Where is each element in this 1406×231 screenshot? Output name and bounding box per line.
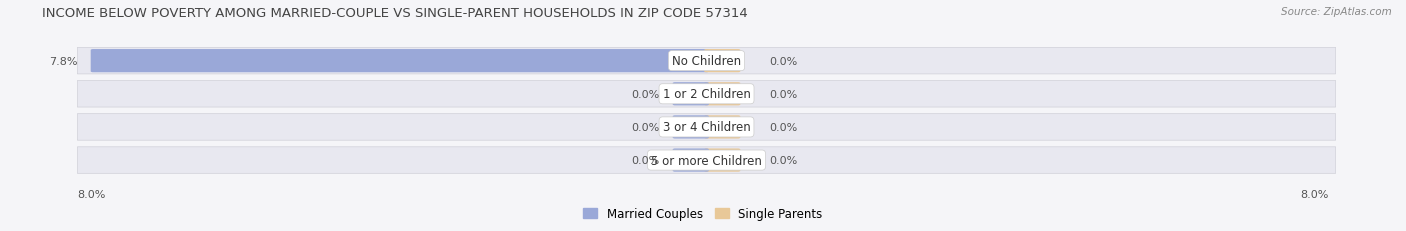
FancyBboxPatch shape bbox=[77, 147, 1336, 173]
Text: 0.0%: 0.0% bbox=[769, 155, 797, 165]
FancyBboxPatch shape bbox=[704, 149, 741, 172]
Text: 1 or 2 Children: 1 or 2 Children bbox=[662, 88, 751, 101]
Text: 0.0%: 0.0% bbox=[631, 155, 659, 165]
Text: Source: ZipAtlas.com: Source: ZipAtlas.com bbox=[1281, 7, 1392, 17]
Text: 0.0%: 0.0% bbox=[769, 89, 797, 99]
Text: 8.0%: 8.0% bbox=[1301, 189, 1329, 199]
Text: 3 or 4 Children: 3 or 4 Children bbox=[662, 121, 751, 134]
FancyBboxPatch shape bbox=[672, 116, 709, 139]
Text: 0.0%: 0.0% bbox=[769, 122, 797, 132]
FancyBboxPatch shape bbox=[77, 48, 1336, 75]
Text: No Children: No Children bbox=[672, 55, 741, 68]
FancyBboxPatch shape bbox=[77, 81, 1336, 108]
FancyBboxPatch shape bbox=[704, 50, 741, 73]
FancyBboxPatch shape bbox=[704, 116, 741, 139]
FancyBboxPatch shape bbox=[672, 83, 709, 106]
Text: INCOME BELOW POVERTY AMONG MARRIED-COUPLE VS SINGLE-PARENT HOUSEHOLDS IN ZIP COD: INCOME BELOW POVERTY AMONG MARRIED-COUPL… bbox=[42, 7, 748, 20]
Legend: Married Couples, Single Parents: Married Couples, Single Parents bbox=[579, 203, 827, 225]
Text: 7.8%: 7.8% bbox=[49, 56, 77, 66]
Text: 0.0%: 0.0% bbox=[769, 56, 797, 66]
Text: 8.0%: 8.0% bbox=[77, 189, 105, 199]
Text: 5 or more Children: 5 or more Children bbox=[651, 154, 762, 167]
FancyBboxPatch shape bbox=[672, 149, 709, 172]
FancyBboxPatch shape bbox=[77, 114, 1336, 141]
Text: 0.0%: 0.0% bbox=[631, 89, 659, 99]
FancyBboxPatch shape bbox=[91, 50, 709, 73]
Text: 0.0%: 0.0% bbox=[631, 122, 659, 132]
FancyBboxPatch shape bbox=[704, 83, 741, 106]
